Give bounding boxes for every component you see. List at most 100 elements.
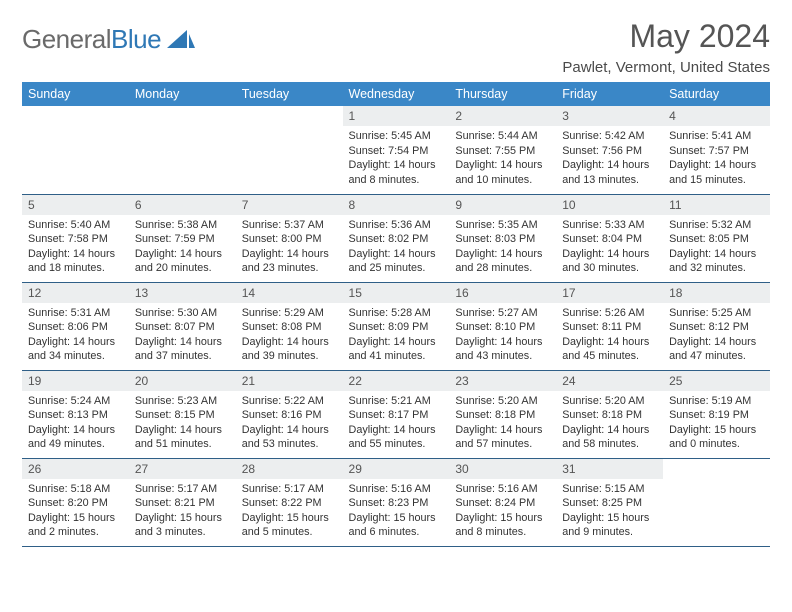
day-number: 20 (129, 371, 236, 391)
day-body: Sunrise: 5:24 AMSunset: 8:13 PMDaylight:… (22, 391, 129, 456)
sunrise-line: Sunrise: 5:35 AM (455, 218, 550, 233)
daylight-line: Daylight: 15 hours and 5 minutes. (242, 511, 337, 540)
day-number: 30 (449, 459, 556, 479)
day-number: 2 (449, 106, 556, 126)
day-body: Sunrise: 5:38 AMSunset: 7:59 PMDaylight:… (129, 215, 236, 280)
sunset-line: Sunset: 8:24 PM (455, 496, 550, 511)
day-number: 25 (663, 371, 770, 391)
calendar-week-row: 12Sunrise: 5:31 AMSunset: 8:06 PMDayligh… (22, 282, 770, 370)
sunrise-line: Sunrise: 5:19 AM (669, 394, 764, 409)
daylight-line: Daylight: 14 hours and 49 minutes. (28, 423, 123, 452)
day-body: Sunrise: 5:16 AMSunset: 8:23 PMDaylight:… (343, 479, 450, 544)
day-body: Sunrise: 5:31 AMSunset: 8:06 PMDaylight:… (22, 303, 129, 368)
calendar-cell: 30Sunrise: 5:16 AMSunset: 8:24 PMDayligh… (449, 458, 556, 546)
day-header: Monday (129, 82, 236, 106)
daylight-line: Daylight: 14 hours and 28 minutes. (455, 247, 550, 276)
sunset-line: Sunset: 8:22 PM (242, 496, 337, 511)
sunrise-line: Sunrise: 5:31 AM (28, 306, 123, 321)
day-body: Sunrise: 5:17 AMSunset: 8:22 PMDaylight:… (236, 479, 343, 544)
calendar-cell: 2Sunrise: 5:44 AMSunset: 7:55 PMDaylight… (449, 106, 556, 194)
sunset-line: Sunset: 8:09 PM (349, 320, 444, 335)
calendar-week-row: 19Sunrise: 5:24 AMSunset: 8:13 PMDayligh… (22, 370, 770, 458)
day-number: 27 (129, 459, 236, 479)
day-header: Sunday (22, 82, 129, 106)
day-number: 14 (236, 283, 343, 303)
day-number: 6 (129, 195, 236, 215)
day-body: Sunrise: 5:32 AMSunset: 8:05 PMDaylight:… (663, 215, 770, 280)
day-header: Thursday (449, 82, 556, 106)
calendar-cell: 28Sunrise: 5:17 AMSunset: 8:22 PMDayligh… (236, 458, 343, 546)
day-body: Sunrise: 5:16 AMSunset: 8:24 PMDaylight:… (449, 479, 556, 544)
day-number: 3 (556, 106, 663, 126)
sunset-line: Sunset: 8:21 PM (135, 496, 230, 511)
calendar-week-row: 26Sunrise: 5:18 AMSunset: 8:20 PMDayligh… (22, 458, 770, 546)
day-number: 12 (22, 283, 129, 303)
day-body: Sunrise: 5:17 AMSunset: 8:21 PMDaylight:… (129, 479, 236, 544)
day-number: 5 (22, 195, 129, 215)
sunrise-line: Sunrise: 5:33 AM (562, 218, 657, 233)
sunrise-line: Sunrise: 5:16 AM (349, 482, 444, 497)
sunrise-line: Sunrise: 5:20 AM (455, 394, 550, 409)
calendar-cell: 13Sunrise: 5:30 AMSunset: 8:07 PMDayligh… (129, 282, 236, 370)
calendar-cell: 7Sunrise: 5:37 AMSunset: 8:00 PMDaylight… (236, 194, 343, 282)
sunset-line: Sunset: 8:13 PM (28, 408, 123, 423)
sunset-line: Sunset: 8:16 PM (242, 408, 337, 423)
sunrise-line: Sunrise: 5:41 AM (669, 129, 764, 144)
sunrise-line: Sunrise: 5:38 AM (135, 218, 230, 233)
day-body: Sunrise: 5:22 AMSunset: 8:16 PMDaylight:… (236, 391, 343, 456)
calendar-cell (22, 106, 129, 194)
sunrise-line: Sunrise: 5:21 AM (349, 394, 444, 409)
day-number: 23 (449, 371, 556, 391)
sunset-line: Sunset: 8:05 PM (669, 232, 764, 247)
daylight-line: Daylight: 14 hours and 25 minutes. (349, 247, 444, 276)
sunset-line: Sunset: 8:07 PM (135, 320, 230, 335)
sunset-line: Sunset: 7:57 PM (669, 144, 764, 159)
daylight-line: Daylight: 14 hours and 55 minutes. (349, 423, 444, 452)
day-number: 9 (449, 195, 556, 215)
day-header: Friday (556, 82, 663, 106)
daylight-line: Daylight: 14 hours and 32 minutes. (669, 247, 764, 276)
calendar-cell: 9 Sunrise: 5:35 AMSunset: 8:03 PMDaylight… (449, 194, 556, 282)
daylight-line: Daylight: 15 hours and 6 minutes. (349, 511, 444, 540)
sunrise-line: Sunrise: 5:45 AM (349, 129, 444, 144)
logo: GeneralBlue (22, 24, 195, 55)
calendar-cell: 26Sunrise: 5:18 AMSunset: 8:20 PMDayligh… (22, 458, 129, 546)
sunset-line: Sunset: 8:10 PM (455, 320, 550, 335)
daylight-line: Daylight: 14 hours and 43 minutes. (455, 335, 550, 364)
daylight-line: Daylight: 14 hours and 20 minutes. (135, 247, 230, 276)
sunset-line: Sunset: 8:20 PM (28, 496, 123, 511)
day-number: 21 (236, 371, 343, 391)
sunset-line: Sunset: 7:58 PM (28, 232, 123, 247)
sunset-line: Sunset: 8:03 PM (455, 232, 550, 247)
calendar-cell: 4Sunrise: 5:41 AMSunset: 7:57 PMDaylight… (663, 106, 770, 194)
calendar-cell: 8Sunrise: 5:36 AMSunset: 8:02 PMDaylight… (343, 194, 450, 282)
day-number: 17 (556, 283, 663, 303)
sunset-line: Sunset: 8:25 PM (562, 496, 657, 511)
daylight-line: Daylight: 14 hours and 13 minutes. (562, 158, 657, 187)
daylight-line: Daylight: 15 hours and 2 minutes. (28, 511, 123, 540)
sunrise-line: Sunrise: 5:15 AM (562, 482, 657, 497)
sunrise-line: Sunrise: 5:30 AM (135, 306, 230, 321)
sunrise-line: Sunrise: 5:44 AM (455, 129, 550, 144)
sunrise-line: Sunrise: 5:17 AM (242, 482, 337, 497)
day-body: Sunrise: 5:45 AMSunset: 7:54 PMDaylight:… (343, 126, 450, 191)
day-body: Sunrise: 5:25 AMSunset: 8:12 PMDaylight:… (663, 303, 770, 368)
calendar-cell (129, 106, 236, 194)
daylight-line: Daylight: 14 hours and 57 minutes. (455, 423, 550, 452)
daylight-line: Daylight: 14 hours and 58 minutes. (562, 423, 657, 452)
sunrise-line: Sunrise: 5:16 AM (455, 482, 550, 497)
day-body: Sunrise: 5:37 AMSunset: 8:00 PMDaylight:… (236, 215, 343, 280)
calendar-cell: 22Sunrise: 5:21 AMSunset: 8:17 PMDayligh… (343, 370, 450, 458)
day-number: 8 (343, 195, 450, 215)
sunrise-line: Sunrise: 5:24 AM (28, 394, 123, 409)
sunset-line: Sunset: 8:23 PM (349, 496, 444, 511)
sunset-line: Sunset: 8:04 PM (562, 232, 657, 247)
calendar-cell (236, 106, 343, 194)
calendar-cell: 17Sunrise: 5:26 AMSunset: 8:11 PMDayligh… (556, 282, 663, 370)
sunrise-line: Sunrise: 5:42 AM (562, 129, 657, 144)
sunrise-line: Sunrise: 5:29 AM (242, 306, 337, 321)
daylight-line: Daylight: 15 hours and 0 minutes. (669, 423, 764, 452)
sunset-line: Sunset: 7:54 PM (349, 144, 444, 159)
sunrise-line: Sunrise: 5:17 AM (135, 482, 230, 497)
daylight-line: Daylight: 14 hours and 41 minutes. (349, 335, 444, 364)
